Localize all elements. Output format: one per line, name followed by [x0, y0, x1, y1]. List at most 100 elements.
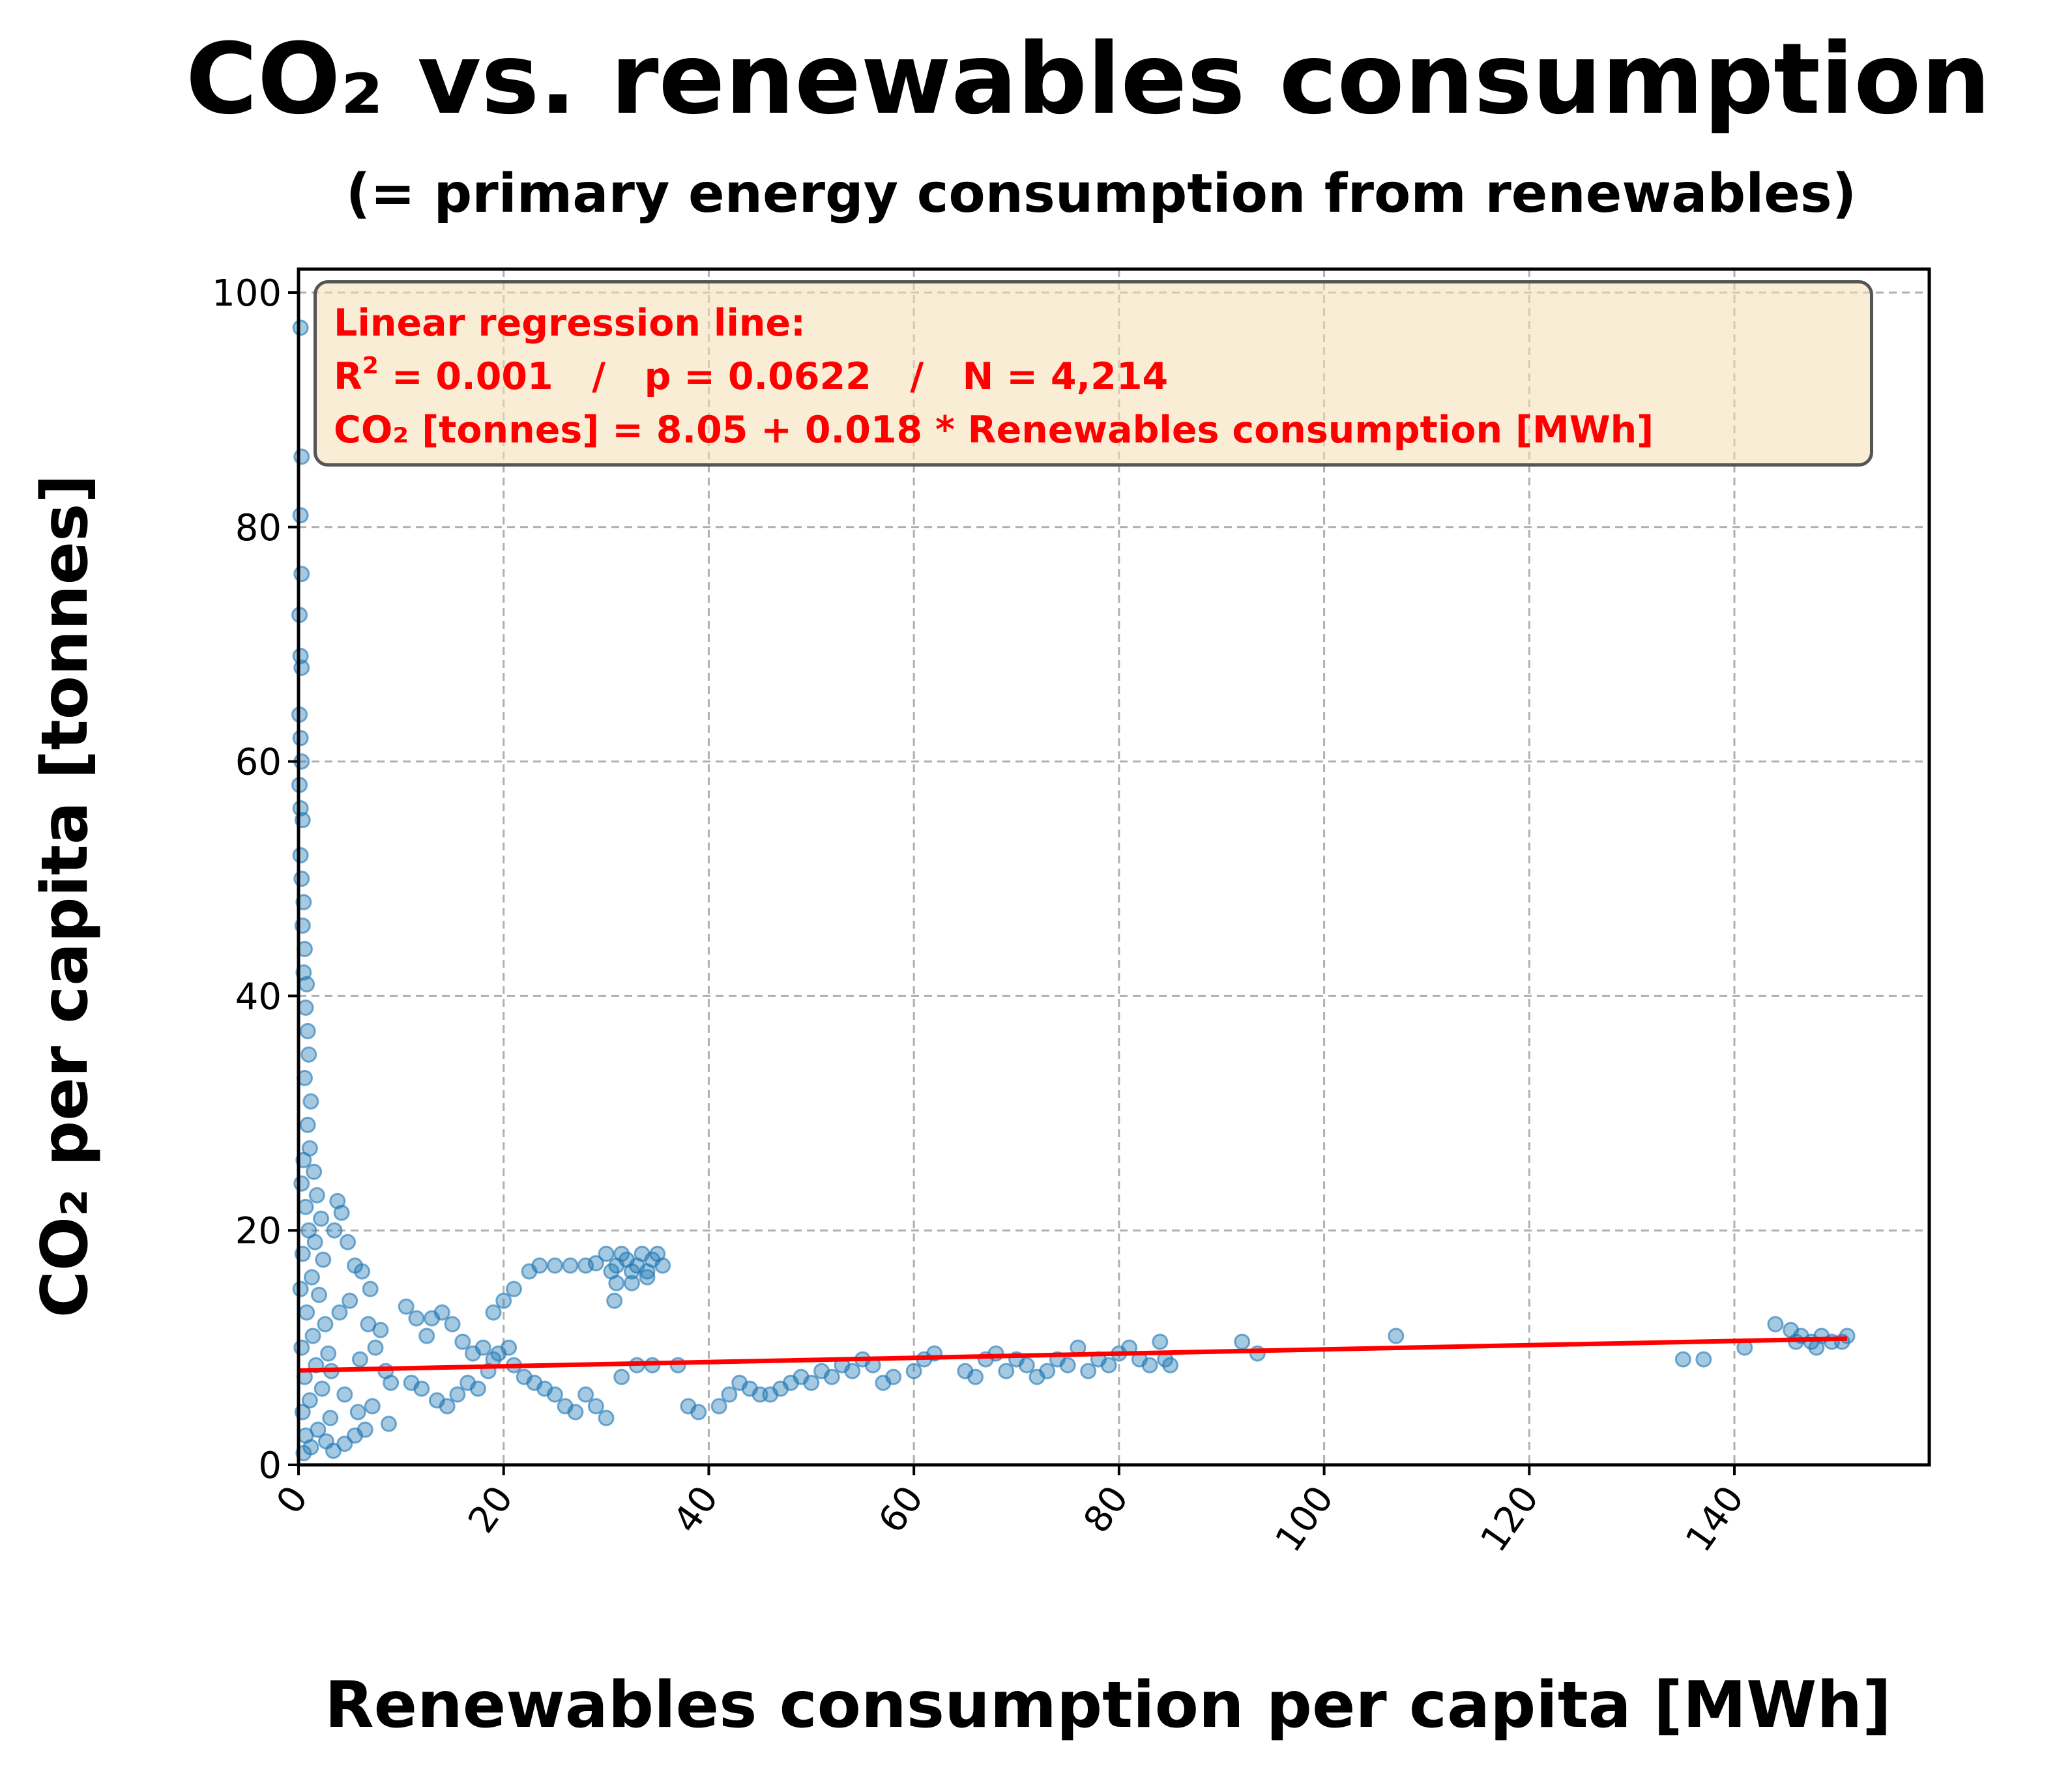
- data-point: [299, 1304, 315, 1321]
- data-point: [823, 1368, 840, 1385]
- data-point: [690, 1404, 707, 1421]
- data-point: [308, 1187, 325, 1204]
- data-point: [433, 1304, 450, 1321]
- data-point: [495, 1292, 512, 1309]
- data-point: [362, 1280, 379, 1297]
- data-point: [562, 1257, 579, 1274]
- data-point: [364, 1398, 381, 1415]
- data-point: [1080, 1363, 1097, 1380]
- data-point: [310, 1286, 327, 1303]
- data-point: [351, 1351, 368, 1368]
- data-point: [303, 1269, 320, 1286]
- stats-line-2-values: = 0.001 / p = 0.0622 / N = 4,214: [378, 355, 1169, 398]
- data-point: [639, 1269, 656, 1286]
- data-point: [654, 1257, 671, 1274]
- x-tick-label: 120: [1472, 1479, 1547, 1560]
- data-point: [439, 1398, 456, 1415]
- data-point: [546, 1386, 563, 1403]
- data-point: [505, 1280, 522, 1297]
- data-point: [469, 1380, 486, 1397]
- data-point: [613, 1368, 630, 1385]
- scatter-points: [291, 319, 1856, 1462]
- data-point: [299, 1022, 316, 1039]
- data-point: [546, 1257, 563, 1274]
- data-point: [292, 730, 309, 747]
- y-tick-label: 20: [235, 1210, 282, 1252]
- data-point: [669, 1357, 686, 1374]
- data-point: [1808, 1339, 1825, 1356]
- data-point: [313, 1210, 330, 1227]
- stats-line-1: Linear regression line:: [334, 302, 806, 345]
- data-point: [292, 1280, 309, 1297]
- data-point: [333, 1204, 350, 1221]
- data-point: [885, 1368, 902, 1385]
- data-point: [329, 1192, 346, 1209]
- regression-stats-box: Linear regression line: R2 = 0.001 / p =…: [314, 280, 1873, 467]
- data-point: [293, 448, 310, 465]
- data-point: [418, 1327, 435, 1344]
- x-tick-label: 40: [665, 1479, 727, 1541]
- data-point: [398, 1298, 415, 1315]
- data-point: [292, 507, 309, 524]
- data-point: [314, 1380, 330, 1397]
- data-point: [293, 870, 310, 887]
- y-tick-label: 80: [235, 507, 282, 549]
- data-point: [967, 1368, 984, 1385]
- data-point: [306, 1163, 323, 1180]
- data-point: [1388, 1327, 1405, 1344]
- data-point: [1100, 1357, 1117, 1374]
- regression-line-group: [298, 1336, 1848, 1373]
- data-point: [1234, 1333, 1251, 1350]
- data-point: [383, 1374, 400, 1391]
- data-point: [317, 1316, 334, 1333]
- x-axis-label: Renewables consumption per capita [MWh]: [325, 1668, 1891, 1742]
- y-tick-label: 100: [212, 272, 282, 315]
- data-point: [320, 1345, 337, 1362]
- data-point: [721, 1386, 738, 1403]
- data-point: [315, 1251, 332, 1268]
- stats-line-3: CO₂ [tonnes] = 8.05 + 0.018 * Renewables…: [334, 409, 1654, 452]
- data-point: [331, 1304, 348, 1321]
- x-tick-label: 80: [1075, 1479, 1137, 1541]
- data-point: [474, 1339, 491, 1356]
- data-point: [357, 1421, 373, 1438]
- data-point: [300, 1046, 317, 1063]
- data-point: [325, 1442, 342, 1459]
- data-point: [293, 1339, 310, 1356]
- data-point: [301, 1392, 318, 1409]
- data-point: [299, 1116, 316, 1133]
- data-point: [501, 1339, 518, 1356]
- data-point: [485, 1304, 502, 1321]
- data-point: [1059, 1357, 1076, 1374]
- chart-subtitle: (= primary energy consumption from renew…: [345, 163, 1857, 225]
- chart-title: CO₂ vs. renewables consumption: [185, 23, 1991, 136]
- data-point: [598, 1245, 615, 1262]
- data-point: [340, 1234, 357, 1250]
- data-point: [297, 1198, 314, 1215]
- data-point: [606, 1292, 623, 1309]
- data-point: [587, 1255, 604, 1272]
- data-point: [380, 1415, 397, 1432]
- data-point: [306, 1234, 323, 1250]
- data-point: [710, 1398, 727, 1415]
- data-point: [302, 1093, 319, 1110]
- y-tick-label: 0: [258, 1445, 282, 1487]
- data-point: [844, 1363, 861, 1380]
- axes-frame: [297, 267, 1931, 1467]
- data-point: [905, 1363, 922, 1380]
- data-point: [1018, 1357, 1035, 1374]
- x-tick-label: 60: [870, 1479, 931, 1541]
- x-tick-label: 100: [1267, 1479, 1342, 1560]
- data-point: [1162, 1357, 1179, 1374]
- data-point: [304, 1327, 321, 1344]
- data-point: [449, 1386, 466, 1403]
- data-point: [598, 1409, 615, 1426]
- data-point: [444, 1316, 461, 1333]
- x-tick-label: 140: [1678, 1479, 1753, 1560]
- y-tick-label: 40: [235, 975, 282, 1018]
- data-point: [336, 1386, 353, 1403]
- r2-label: R: [334, 355, 362, 398]
- y-axis-label: CO₂ per capita [tonnes]: [28, 474, 102, 1318]
- data-point: [326, 1222, 343, 1239]
